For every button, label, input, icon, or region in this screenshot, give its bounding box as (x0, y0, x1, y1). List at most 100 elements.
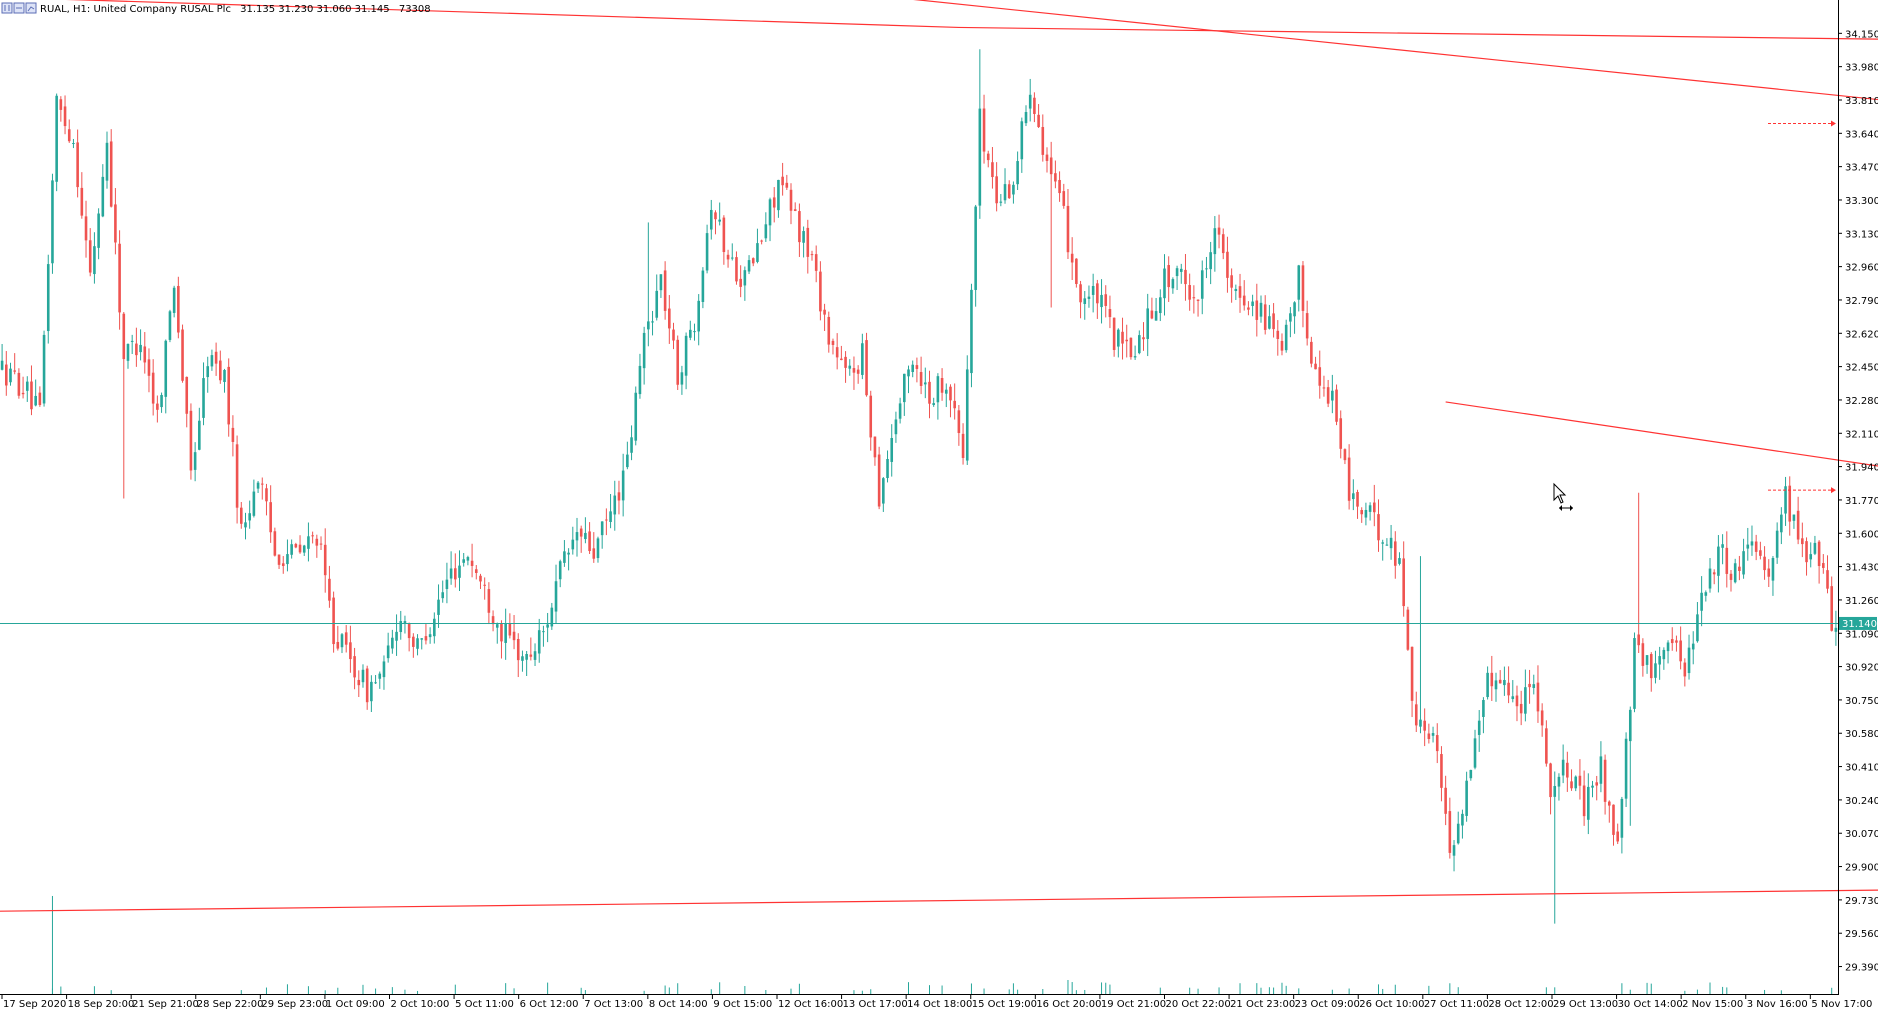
candle-body (273, 531, 277, 556)
time-tick-label: 15 Oct 19:00 (972, 999, 1037, 1010)
candle-body (865, 340, 868, 396)
candle-body (1339, 418, 1343, 449)
candle-body (1465, 780, 1468, 816)
candle-body (265, 488, 268, 502)
time-tick-label: 7 Oct 13:00 (584, 999, 643, 1010)
candle-body (588, 531, 591, 552)
candle-body (1595, 782, 1599, 786)
candle-body (1268, 316, 1271, 329)
candle-body (810, 254, 814, 256)
candle-body (1087, 296, 1091, 299)
candle-body (34, 395, 37, 406)
candle-body (743, 270, 747, 286)
candle-body (1414, 704, 1418, 726)
candle-body (856, 369, 860, 374)
candle-body (626, 454, 629, 468)
candle-body (1263, 304, 1267, 330)
candle-body (1666, 642, 1670, 652)
candle-body (1024, 112, 1028, 124)
candle-body (1750, 541, 1754, 546)
candle-body (584, 532, 587, 540)
candle-body (1725, 547, 1729, 574)
candle-body (1322, 387, 1326, 389)
candle-body (957, 410, 961, 434)
candle-body (487, 589, 491, 613)
candle-body (739, 278, 742, 287)
trendline (1445, 401, 1878, 467)
candle-body (294, 543, 298, 548)
candle-body (928, 381, 931, 404)
chart-type-icon[interactable] (1, 2, 13, 14)
price-tick-label: 32.110 (1845, 429, 1878, 440)
candle-body (852, 368, 856, 373)
candle-body (1373, 502, 1376, 513)
candle-body (1129, 337, 1133, 358)
candle-body (260, 483, 264, 485)
current-price-tag: 31.140 (1839, 616, 1877, 630)
candle-body (550, 607, 554, 627)
candle-body (1054, 173, 1057, 182)
candle-body (244, 522, 247, 528)
candle-body (575, 532, 579, 541)
time-tick-label: 1 Oct 09:00 (326, 999, 385, 1010)
candle-body (21, 392, 25, 395)
candle-body (399, 621, 403, 633)
candle-body (1167, 265, 1170, 288)
candle-body (67, 129, 71, 142)
candle-body (1276, 330, 1280, 340)
chart-type-icon[interactable] (25, 2, 37, 14)
candle-body (617, 492, 621, 501)
candle-body (9, 368, 12, 383)
candle-body (1587, 786, 1590, 820)
candle-body (705, 233, 709, 271)
chart-type-icon[interactable] (13, 2, 25, 14)
candle-body (231, 427, 235, 442)
candle-body (991, 162, 994, 178)
candle-body (1524, 687, 1527, 714)
candle-body (1028, 94, 1032, 109)
time-tick-label: 21 Oct 23:00 (1230, 999, 1295, 1010)
candle-body (823, 309, 826, 315)
candle-body (1045, 154, 1049, 161)
price-tick-label: 30.580 (1845, 729, 1878, 740)
time-tick-label: 9 Oct 15:00 (713, 999, 772, 1010)
candle-body (4, 364, 8, 386)
candle-body (290, 544, 293, 555)
candle-body (1297, 265, 1301, 300)
candle-body (835, 347, 839, 358)
price-tick-label: 29.900 (1845, 863, 1878, 874)
candle-body (51, 180, 54, 264)
candle-body (890, 438, 894, 462)
alert-arrow-icon (1831, 120, 1836, 127)
candle-body (1616, 831, 1619, 842)
candle-body (894, 419, 898, 435)
candle-body (344, 632, 348, 645)
candle-body (156, 403, 159, 410)
candle-body (898, 403, 902, 419)
candle-body (882, 478, 885, 504)
candle-body (1612, 804, 1615, 835)
candle-body (1637, 634, 1640, 646)
candle-body (223, 369, 226, 383)
candle-body (714, 212, 717, 220)
price-tick-label: 32.790 (1845, 296, 1878, 307)
candle-body (1096, 283, 1099, 304)
candle-body (38, 392, 42, 406)
candle-body (491, 616, 495, 625)
current-price-label: 31.140 (1842, 619, 1877, 630)
candle-body (210, 355, 214, 367)
candle-body (1121, 331, 1124, 344)
candle-body (1142, 337, 1145, 340)
candle-body (785, 182, 789, 188)
candle-body (332, 597, 335, 645)
candle-body (756, 243, 759, 262)
candle-body (940, 378, 944, 393)
candle-body (378, 673, 382, 679)
candle-body (647, 321, 650, 330)
candle-body (1364, 509, 1368, 518)
candle-body (1352, 493, 1355, 500)
price-tick-label: 30.240 (1845, 796, 1878, 807)
time-tick-label: 21 Sep 21:00 (132, 999, 199, 1010)
